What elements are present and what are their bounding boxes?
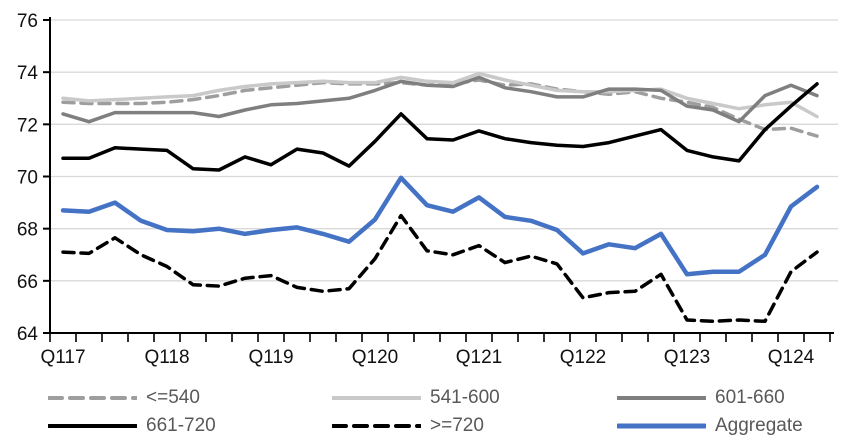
x-tick-label: Q119 <box>248 347 293 368</box>
x-tick-label: Q124 <box>768 347 815 368</box>
y-tick-label: 64 <box>17 324 39 345</box>
series-line--720 <box>61 213 819 324</box>
x-tick-label: Q123 <box>664 347 710 368</box>
y-tick-label: 70 <box>17 168 38 189</box>
x-tick-label: Q117 <box>40 347 85 368</box>
x-tick-label: Q118 <box>144 347 189 368</box>
series-line-aggregate <box>60 175 820 277</box>
series-line-601-660 <box>61 75 819 124</box>
series-line-541-600 <box>61 71 819 119</box>
y-tick-label: 76 <box>17 11 38 32</box>
x-tick-label: Q122 <box>560 347 606 368</box>
x-tick-label: Q121 <box>456 347 502 368</box>
y-tick-label: 74 <box>17 63 39 84</box>
series-line-661-720 <box>61 82 819 172</box>
y-tick-label: 72 <box>17 115 38 136</box>
y-tick-label: 66 <box>17 272 38 293</box>
y-tick-label: 68 <box>17 220 38 241</box>
x-tick-label: Q120 <box>352 347 398 368</box>
